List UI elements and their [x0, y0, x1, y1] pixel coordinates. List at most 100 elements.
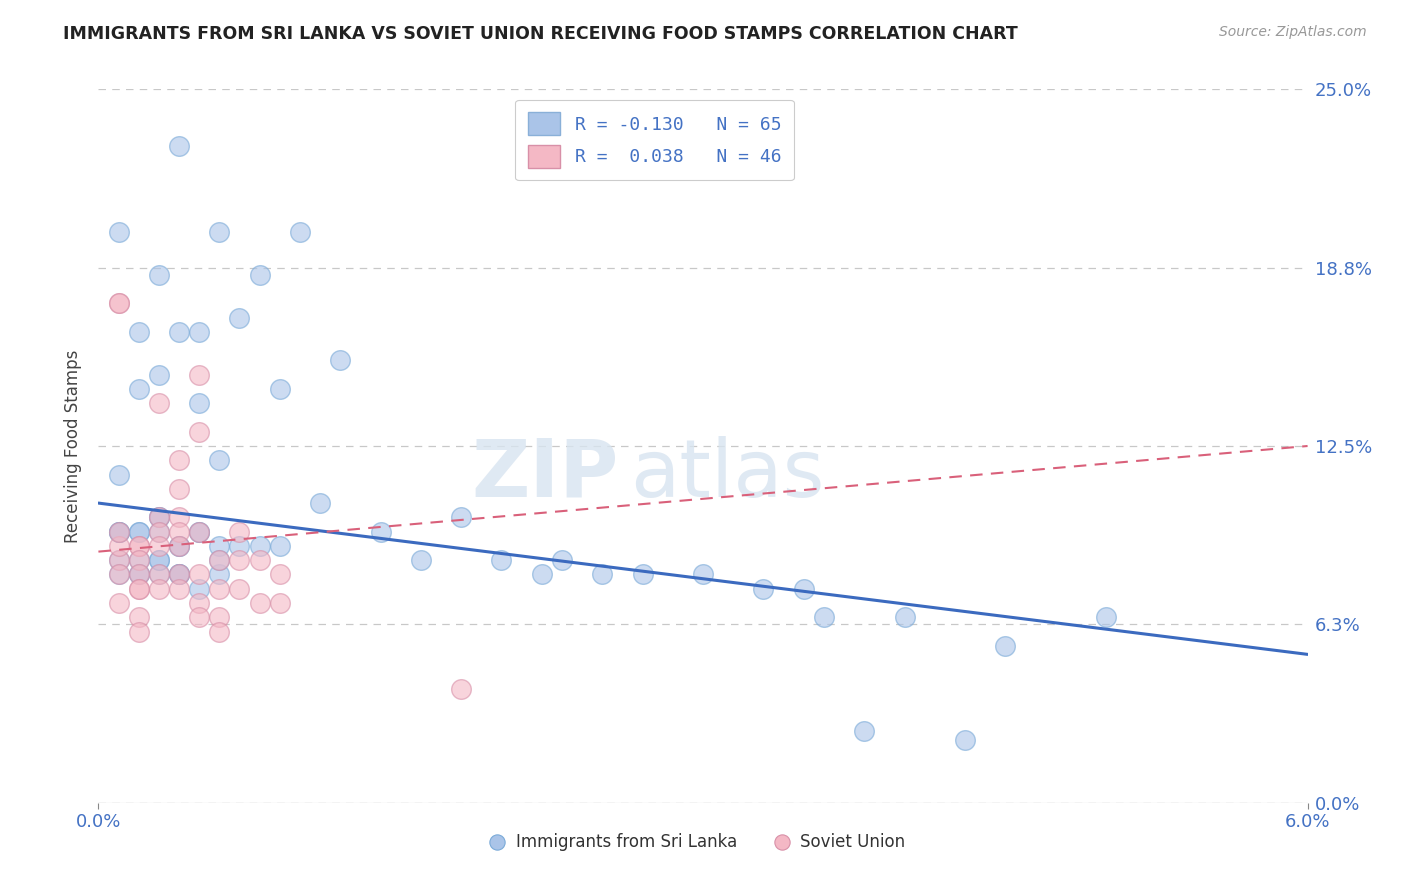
Point — [370, 524, 392, 539]
Point — [107, 524, 129, 539]
Point — [128, 610, 150, 624]
Point — [188, 425, 211, 439]
Legend: R = -0.130   N = 65, R =  0.038   N = 46: R = -0.130 N = 65, R = 0.038 N = 46 — [515, 100, 794, 180]
Point — [188, 610, 211, 624]
Point — [107, 553, 129, 567]
Point — [450, 510, 472, 524]
Point — [167, 325, 190, 339]
Point — [491, 553, 513, 567]
Y-axis label: Receiving Food Stamps: Receiving Food Stamps — [65, 350, 83, 542]
Point — [167, 567, 190, 582]
Point — [107, 524, 129, 539]
Text: Source: ZipAtlas.com: Source: ZipAtlas.com — [1219, 25, 1367, 39]
Point — [793, 582, 815, 596]
Point — [107, 467, 129, 482]
Point — [148, 567, 170, 582]
Point — [591, 567, 613, 582]
Point — [530, 567, 553, 582]
Point — [128, 325, 150, 339]
Point — [167, 567, 190, 582]
Point — [107, 296, 129, 310]
Point — [228, 539, 250, 553]
Point — [107, 524, 129, 539]
Point — [167, 482, 190, 496]
Point — [128, 582, 150, 596]
Point — [128, 539, 150, 553]
Point — [188, 567, 211, 582]
Point — [249, 596, 271, 610]
Point — [953, 733, 976, 747]
Point — [128, 582, 150, 596]
Point — [188, 596, 211, 610]
Point — [148, 582, 170, 596]
Point — [107, 553, 129, 567]
Point — [148, 539, 170, 553]
Point — [148, 524, 170, 539]
Point — [148, 553, 170, 567]
Point — [208, 582, 231, 596]
Point — [128, 553, 150, 567]
Point — [167, 139, 190, 153]
Point — [752, 582, 775, 596]
Point — [551, 553, 574, 567]
Point — [148, 268, 170, 282]
Point — [269, 382, 291, 396]
Point — [128, 382, 150, 396]
Point — [208, 539, 231, 553]
Point — [128, 567, 150, 582]
Point — [188, 368, 211, 382]
Point — [1095, 610, 1118, 624]
Point — [148, 524, 170, 539]
Point — [167, 539, 190, 553]
Point — [269, 567, 291, 582]
Point — [893, 610, 915, 624]
Point — [148, 510, 170, 524]
Point — [128, 524, 150, 539]
Point — [813, 610, 835, 624]
Point — [148, 553, 170, 567]
Point — [309, 496, 332, 510]
Point — [208, 553, 231, 567]
Point — [853, 724, 876, 739]
Point — [128, 524, 150, 539]
Point — [167, 539, 190, 553]
Point — [148, 567, 170, 582]
Point — [107, 296, 129, 310]
Point — [208, 567, 231, 582]
Point — [167, 567, 190, 582]
Text: ZIP: ZIP — [471, 435, 619, 514]
Point — [128, 539, 150, 553]
Point — [208, 453, 231, 467]
Point — [167, 510, 190, 524]
Point — [208, 553, 231, 567]
Point — [228, 553, 250, 567]
Point — [167, 567, 190, 582]
Point — [188, 524, 211, 539]
Point — [249, 553, 271, 567]
Point — [692, 567, 714, 582]
Point — [107, 225, 129, 239]
Point — [208, 624, 231, 639]
Point — [128, 567, 150, 582]
Point — [188, 325, 211, 339]
Text: Immigrants from Sri Lanka: Immigrants from Sri Lanka — [516, 833, 737, 851]
Point — [188, 582, 211, 596]
Text: Soviet Union: Soviet Union — [800, 833, 905, 851]
Point — [148, 510, 170, 524]
Point — [228, 524, 250, 539]
Point — [228, 310, 250, 325]
Point — [409, 553, 432, 567]
Point — [631, 567, 654, 582]
Point — [249, 539, 271, 553]
Point — [107, 524, 129, 539]
Point — [450, 681, 472, 696]
Text: atlas: atlas — [630, 435, 825, 514]
Point — [107, 539, 129, 553]
Point — [107, 596, 129, 610]
Point — [128, 567, 150, 582]
Point — [288, 225, 311, 239]
Point — [148, 368, 170, 382]
Point — [249, 268, 271, 282]
Text: IMMIGRANTS FROM SRI LANKA VS SOVIET UNION RECEIVING FOOD STAMPS CORRELATION CHAR: IMMIGRANTS FROM SRI LANKA VS SOVIET UNIO… — [63, 25, 1018, 43]
Point — [128, 553, 150, 567]
